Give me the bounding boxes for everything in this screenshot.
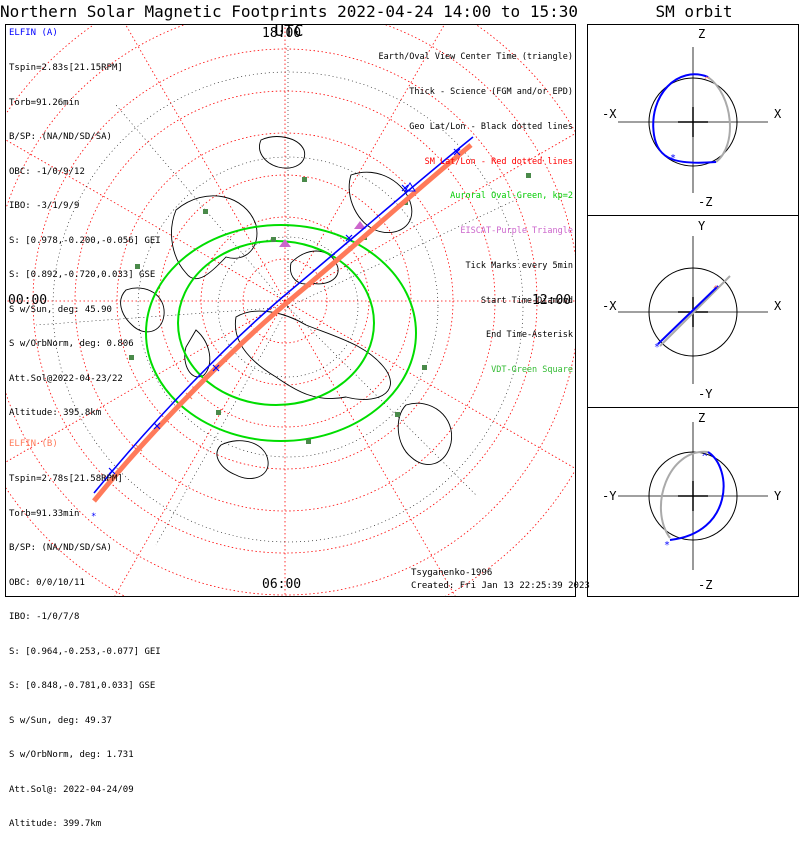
elfin-b-info: Tspin=2.78s[21.58RPM] Torb=91.33min B/SP… bbox=[9, 451, 161, 854]
panel-divider bbox=[588, 215, 798, 216]
footprint-map: * ELFIN (A) Tspin=2.83s[21.15RPM] Torb=9… bbox=[5, 24, 590, 829]
elfin-a-line: S: [0.978,-0.200,-0.056] GEI bbox=[9, 235, 161, 246]
elfin-a-line: S w/Sun, deg: 45.90 bbox=[9, 304, 112, 315]
legend-item: Auroral Oval-Green, kp=2 bbox=[450, 191, 573, 202]
legend-item: Geo Lat/Lon - Black dotted lines bbox=[409, 121, 573, 132]
elfin-b-line: Att.Sol@: 2022-04-24/09 bbox=[9, 784, 134, 795]
elfin-b-line: B/SP: (NA/ND/SD/SA) bbox=[9, 543, 112, 553]
orbit-panel-yz: ^ * bbox=[618, 422, 768, 570]
orbit-panel-xy: ^ * bbox=[618, 236, 768, 384]
legend-item: Thick - Science (FGM and/or EPD) bbox=[409, 86, 573, 97]
elfin-b-name: ELFIN (B) bbox=[9, 439, 58, 449]
panel1-right-label: X bbox=[774, 107, 782, 121]
svg-text:*: * bbox=[664, 540, 670, 551]
panel3-left-label: -Y bbox=[602, 489, 617, 503]
elfin-a-line: Torb=91.26min bbox=[9, 97, 80, 108]
elfin-b-line: S w/Sun, deg: 49.37 bbox=[9, 715, 112, 726]
panel2-right-label: X bbox=[774, 299, 782, 313]
elfin-a-info: Tspin=2.83s[21.15RPM] Torb=91.26min B/SP… bbox=[9, 40, 161, 443]
time-label-left: 00:00 bbox=[8, 293, 48, 308]
elfin-a-line: Tspin=2.83s[21.15RPM] bbox=[9, 63, 123, 73]
legend-item: EISCAT-Purple Triangle bbox=[460, 226, 573, 237]
elfin-b-line: IBO: -1/0/7/8 bbox=[9, 612, 80, 622]
legend-item: Tick Marks every 5min bbox=[465, 260, 573, 271]
elfin-b-line: S: [0.848,-0.781,0.033] GSE bbox=[9, 681, 156, 691]
elfin-b-line: Torb=91.33min bbox=[9, 508, 80, 519]
map-legend: Earth/Oval View Center Time (triangle) T… bbox=[379, 29, 573, 400]
svg-text:^: ^ bbox=[704, 76, 710, 86]
svg-text:*: * bbox=[654, 342, 660, 353]
time-label-bottom: 06:00 bbox=[262, 577, 302, 592]
elfin-a-line: OBC: -1/0/9/12 bbox=[9, 166, 85, 177]
svg-text:^: ^ bbox=[713, 285, 719, 295]
panel2-left-label: -X bbox=[602, 299, 617, 313]
svg-text:^: ^ bbox=[702, 453, 708, 463]
elfin-b-line: OBC: 0/0/10/11 bbox=[9, 577, 85, 588]
elfin-a-line: S w/OrbNorm, deg: 0.806 bbox=[9, 339, 134, 349]
legend-item: SM Lat/Lon - Red dotted lines bbox=[424, 156, 573, 167]
created-timestamp: Created: Fri Jan 13 22:25:39 2023 bbox=[411, 581, 590, 591]
legend-item: End Time-Asterisk bbox=[486, 330, 573, 341]
panel1-bottom-label: -Z bbox=[698, 195, 713, 209]
time-label-right: 12:00 bbox=[532, 293, 572, 308]
elfin-a-line: Altitude: 395.8km bbox=[9, 408, 102, 418]
panel1-left-label: -X bbox=[602, 107, 617, 121]
panel3-right-label: Y bbox=[774, 489, 782, 503]
elfin-a-line: S: [0.892,-0.720,0.033] GSE bbox=[9, 270, 156, 280]
svg-text:*: * bbox=[670, 153, 676, 164]
time-label-top: 18:00 bbox=[262, 26, 302, 41]
elfin-b-ticks bbox=[135, 392, 193, 452]
auroral-oval bbox=[145, 224, 417, 442]
elfin-a-name: ELFIN (A) bbox=[9, 28, 58, 38]
panel1-top-label: Z bbox=[698, 27, 706, 41]
legend-item: Earth/Oval View Center Time (triangle) bbox=[378, 52, 573, 63]
sm-lon-lines bbox=[6, 25, 575, 596]
panel3-top-label: Z bbox=[698, 411, 706, 425]
orbit-panel-xz: ^ * bbox=[618, 47, 768, 193]
panel3-bottom-label: -Z bbox=[698, 578, 713, 592]
legend-item: Start Time-Diamond bbox=[480, 295, 573, 306]
elfin-b-line: Tspin=2.78s[21.58RPM] bbox=[9, 474, 123, 484]
page-title: Northern Solar Magnetic Footprints 2022-… bbox=[0, 2, 578, 40]
model-credit: Tsyganenko-1996 bbox=[411, 568, 493, 578]
orbit-panel-title: SM orbit bbox=[655, 2, 733, 21]
panel2-bottom-label: -Y bbox=[698, 387, 713, 401]
elfin-a-line: IBO: -3/1/9/9 bbox=[9, 201, 80, 211]
elfin-a-line: Att.Sol@2022-04-23/22 bbox=[9, 373, 123, 384]
elfin-b-line: Altitude: 399.7km bbox=[9, 819, 102, 829]
elfin-a-line: B/SP: (NA/ND/SD/SA) bbox=[9, 132, 112, 142]
elfin-a-center-triangle bbox=[404, 182, 416, 192]
elfin-b-line: S: [0.964,-0.253,-0.077] GEI bbox=[9, 646, 161, 657]
eiscat-triangles bbox=[279, 221, 366, 247]
elfin-b-track bbox=[92, 143, 473, 503]
geo-grid bbox=[35, 45, 527, 546]
footprint-map-canvas: * bbox=[6, 25, 575, 596]
elfin-a-ticks bbox=[108, 148, 461, 475]
elfin-b-line: S w/OrbNorm, deg: 1.731 bbox=[9, 750, 134, 760]
panel2-top-label: Y bbox=[698, 219, 706, 233]
panel-divider bbox=[588, 407, 798, 408]
sm-orbit-panels: ^ * Z -Z -X X ^ * Y -Y -X X ^ * Z -Z -Y … bbox=[587, 24, 799, 597]
end-asterisk-marker: * bbox=[91, 512, 96, 522]
coastlines bbox=[120, 136, 453, 479]
elfin-a-track bbox=[93, 136, 474, 494]
legend-item: VDT-Green Square bbox=[491, 365, 573, 376]
